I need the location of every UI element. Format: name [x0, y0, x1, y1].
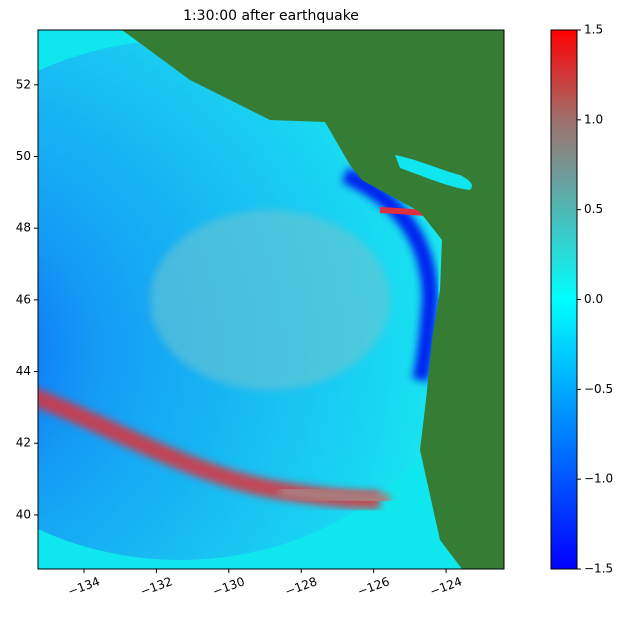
y-tick-label: 44 — [16, 364, 31, 378]
colorbar-tick-label: −0.5 — [584, 382, 613, 396]
y-tick-label: 40 — [16, 507, 31, 521]
colorbar-tick-label: 1.5 — [584, 23, 603, 37]
colorbar-tick-label: −1.0 — [584, 472, 613, 486]
x-tick-label: −126 — [356, 574, 392, 598]
colorbar-tick-label: 0.5 — [584, 202, 603, 216]
x-tick-label: −130 — [211, 574, 247, 598]
x-tick-label: −132 — [138, 574, 174, 598]
x-tick-label: −128 — [283, 574, 319, 598]
x-tick-label: −124 — [428, 574, 464, 598]
colorbar-tick-label: 0.0 — [584, 292, 603, 306]
y-tick-label: 46 — [16, 292, 31, 306]
chart-title: 1:30:00 after earthquake — [183, 8, 359, 24]
x-tick-label: −134 — [66, 574, 102, 598]
colorbar — [550, 29, 578, 570]
y-tick-label: 42 — [16, 436, 31, 450]
y-tick-label: 48 — [16, 221, 31, 235]
colorbar-tick-label: 1.0 — [584, 112, 603, 126]
y-tick-label: 50 — [16, 149, 31, 163]
y-tick-label: 52 — [16, 77, 31, 91]
field — [38, 30, 504, 569]
colorbar-tick-label: −1.5 — [584, 562, 613, 576]
